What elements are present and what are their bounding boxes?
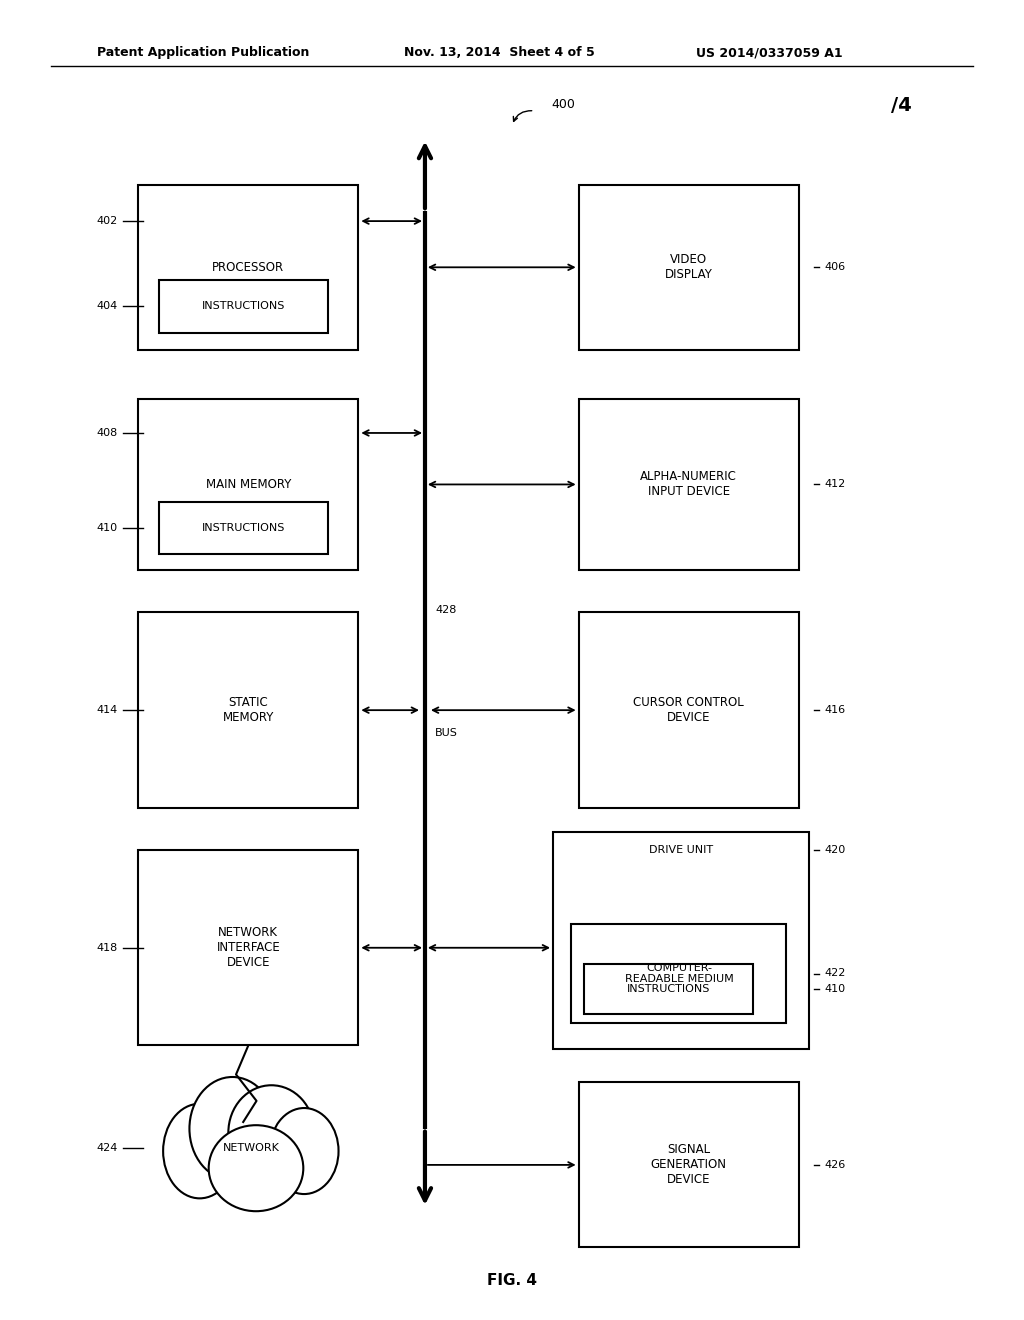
Text: SIGNAL
GENERATION
DEVICE: SIGNAL GENERATION DEVICE — [650, 1143, 727, 1187]
Ellipse shape — [269, 1107, 339, 1195]
Bar — [579, 185, 799, 350]
Text: DRIVE UNIT: DRIVE UNIT — [649, 845, 713, 855]
Bar — [159, 280, 328, 333]
Text: US 2014/0337059 A1: US 2014/0337059 A1 — [696, 46, 843, 59]
Bar — [579, 612, 799, 808]
Bar — [159, 502, 328, 554]
Text: NETWORK
INTERFACE
DEVICE: NETWORK INTERFACE DEVICE — [216, 927, 281, 969]
Bar — [584, 964, 753, 1014]
Text: 416: 416 — [824, 705, 846, 715]
Text: STATIC
MEMORY: STATIC MEMORY — [222, 696, 274, 725]
Bar — [138, 612, 358, 808]
Text: CURSOR CONTROL
DEVICE: CURSOR CONTROL DEVICE — [633, 696, 744, 725]
Bar — [138, 185, 358, 350]
Ellipse shape — [163, 1104, 237, 1199]
Text: MAIN MEMORY: MAIN MEMORY — [206, 478, 291, 491]
Text: 414: 414 — [96, 705, 118, 715]
Ellipse shape — [189, 1077, 275, 1180]
Text: FIG. 4: FIG. 4 — [487, 1272, 537, 1288]
Ellipse shape — [228, 1085, 314, 1180]
Text: COMPUTER-
READABLE MEDIUM: COMPUTER- READABLE MEDIUM — [625, 962, 733, 985]
Text: 428: 428 — [435, 605, 457, 615]
Bar — [553, 832, 809, 1049]
Text: /4: /4 — [891, 96, 911, 115]
Text: 420: 420 — [824, 845, 846, 855]
Text: Patent Application Publication: Patent Application Publication — [97, 46, 309, 59]
Text: 410: 410 — [824, 983, 846, 994]
Text: INSTRUCTIONS: INSTRUCTIONS — [627, 983, 710, 994]
Text: 412: 412 — [824, 479, 846, 490]
Text: 424: 424 — [96, 1143, 118, 1154]
Text: 400: 400 — [551, 98, 574, 111]
Text: BUS: BUS — [435, 727, 458, 738]
Text: 418: 418 — [96, 942, 118, 953]
Text: 410: 410 — [96, 523, 118, 533]
Bar — [138, 850, 358, 1045]
Text: VIDEO
DISPLAY: VIDEO DISPLAY — [665, 253, 713, 281]
Ellipse shape — [209, 1125, 303, 1212]
Text: 426: 426 — [824, 1160, 846, 1170]
Text: NETWORK: NETWORK — [222, 1143, 280, 1154]
Text: 422: 422 — [824, 969, 846, 978]
Text: Nov. 13, 2014  Sheet 4 of 5: Nov. 13, 2014 Sheet 4 of 5 — [404, 46, 595, 59]
Bar — [579, 399, 799, 570]
Text: ALPHA-NUMERIC
INPUT DEVICE: ALPHA-NUMERIC INPUT DEVICE — [640, 470, 737, 499]
Text: 404: 404 — [96, 301, 118, 312]
Bar — [579, 1082, 799, 1247]
Text: 408: 408 — [96, 428, 118, 438]
Text: 402: 402 — [96, 216, 118, 226]
Bar — [138, 399, 358, 570]
Text: INSTRUCTIONS: INSTRUCTIONS — [202, 301, 285, 312]
Bar — [571, 924, 786, 1023]
Text: 406: 406 — [824, 263, 846, 272]
Text: INSTRUCTIONS: INSTRUCTIONS — [202, 523, 285, 533]
Text: PROCESSOR: PROCESSOR — [212, 261, 285, 273]
